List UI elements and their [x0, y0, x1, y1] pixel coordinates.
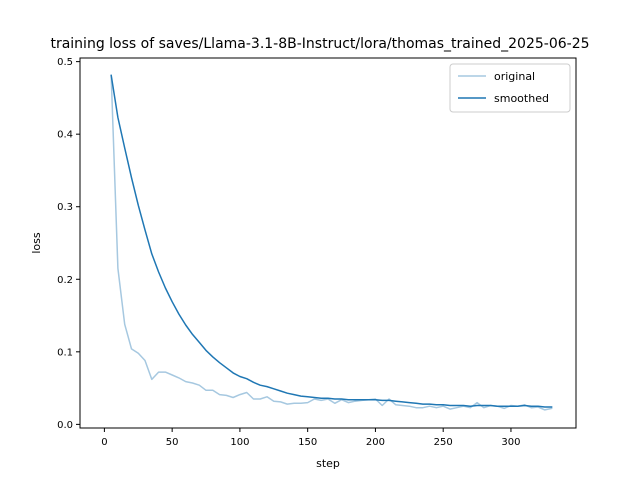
plot-series — [110, 74, 553, 411]
y-tick-label: 0.3 — [57, 202, 73, 213]
y-axis: 0.0 0.1 0.2 0.3 0.4 0.5 — [57, 57, 80, 431]
x-tick-label: 100 — [230, 437, 249, 448]
x-tick-label: 300 — [501, 437, 520, 448]
legend-label-original: original — [494, 70, 535, 83]
legend-label-smoothed: smoothed — [494, 92, 549, 105]
x-tick-label: 0 — [101, 437, 107, 448]
x-tick-label: 200 — [366, 437, 385, 448]
y-axis-label: loss — [30, 232, 43, 254]
x-tick-label: 250 — [434, 437, 453, 448]
x-axis-label: step — [316, 457, 340, 470]
chart-title: training loss of saves/Llama-3.1-8B-Inst… — [50, 36, 589, 52]
x-axis: 0 50 100 150 200 250 300 — [101, 428, 520, 448]
x-tick-label: 50 — [166, 437, 179, 448]
plot-frame — [79, 57, 577, 429]
y-tick-label: 0.2 — [57, 275, 73, 286]
y-tick-label: 0.0 — [57, 420, 73, 431]
series-line-original — [110, 75, 553, 411]
y-tick-label: 0.1 — [57, 347, 73, 358]
y-tick-label: 0.5 — [57, 57, 73, 68]
x-tick-label: 150 — [298, 437, 317, 448]
series-line-smoothed — [110, 74, 553, 408]
legend: original smoothed — [449, 63, 571, 113]
y-tick-label: 0.4 — [57, 130, 73, 141]
